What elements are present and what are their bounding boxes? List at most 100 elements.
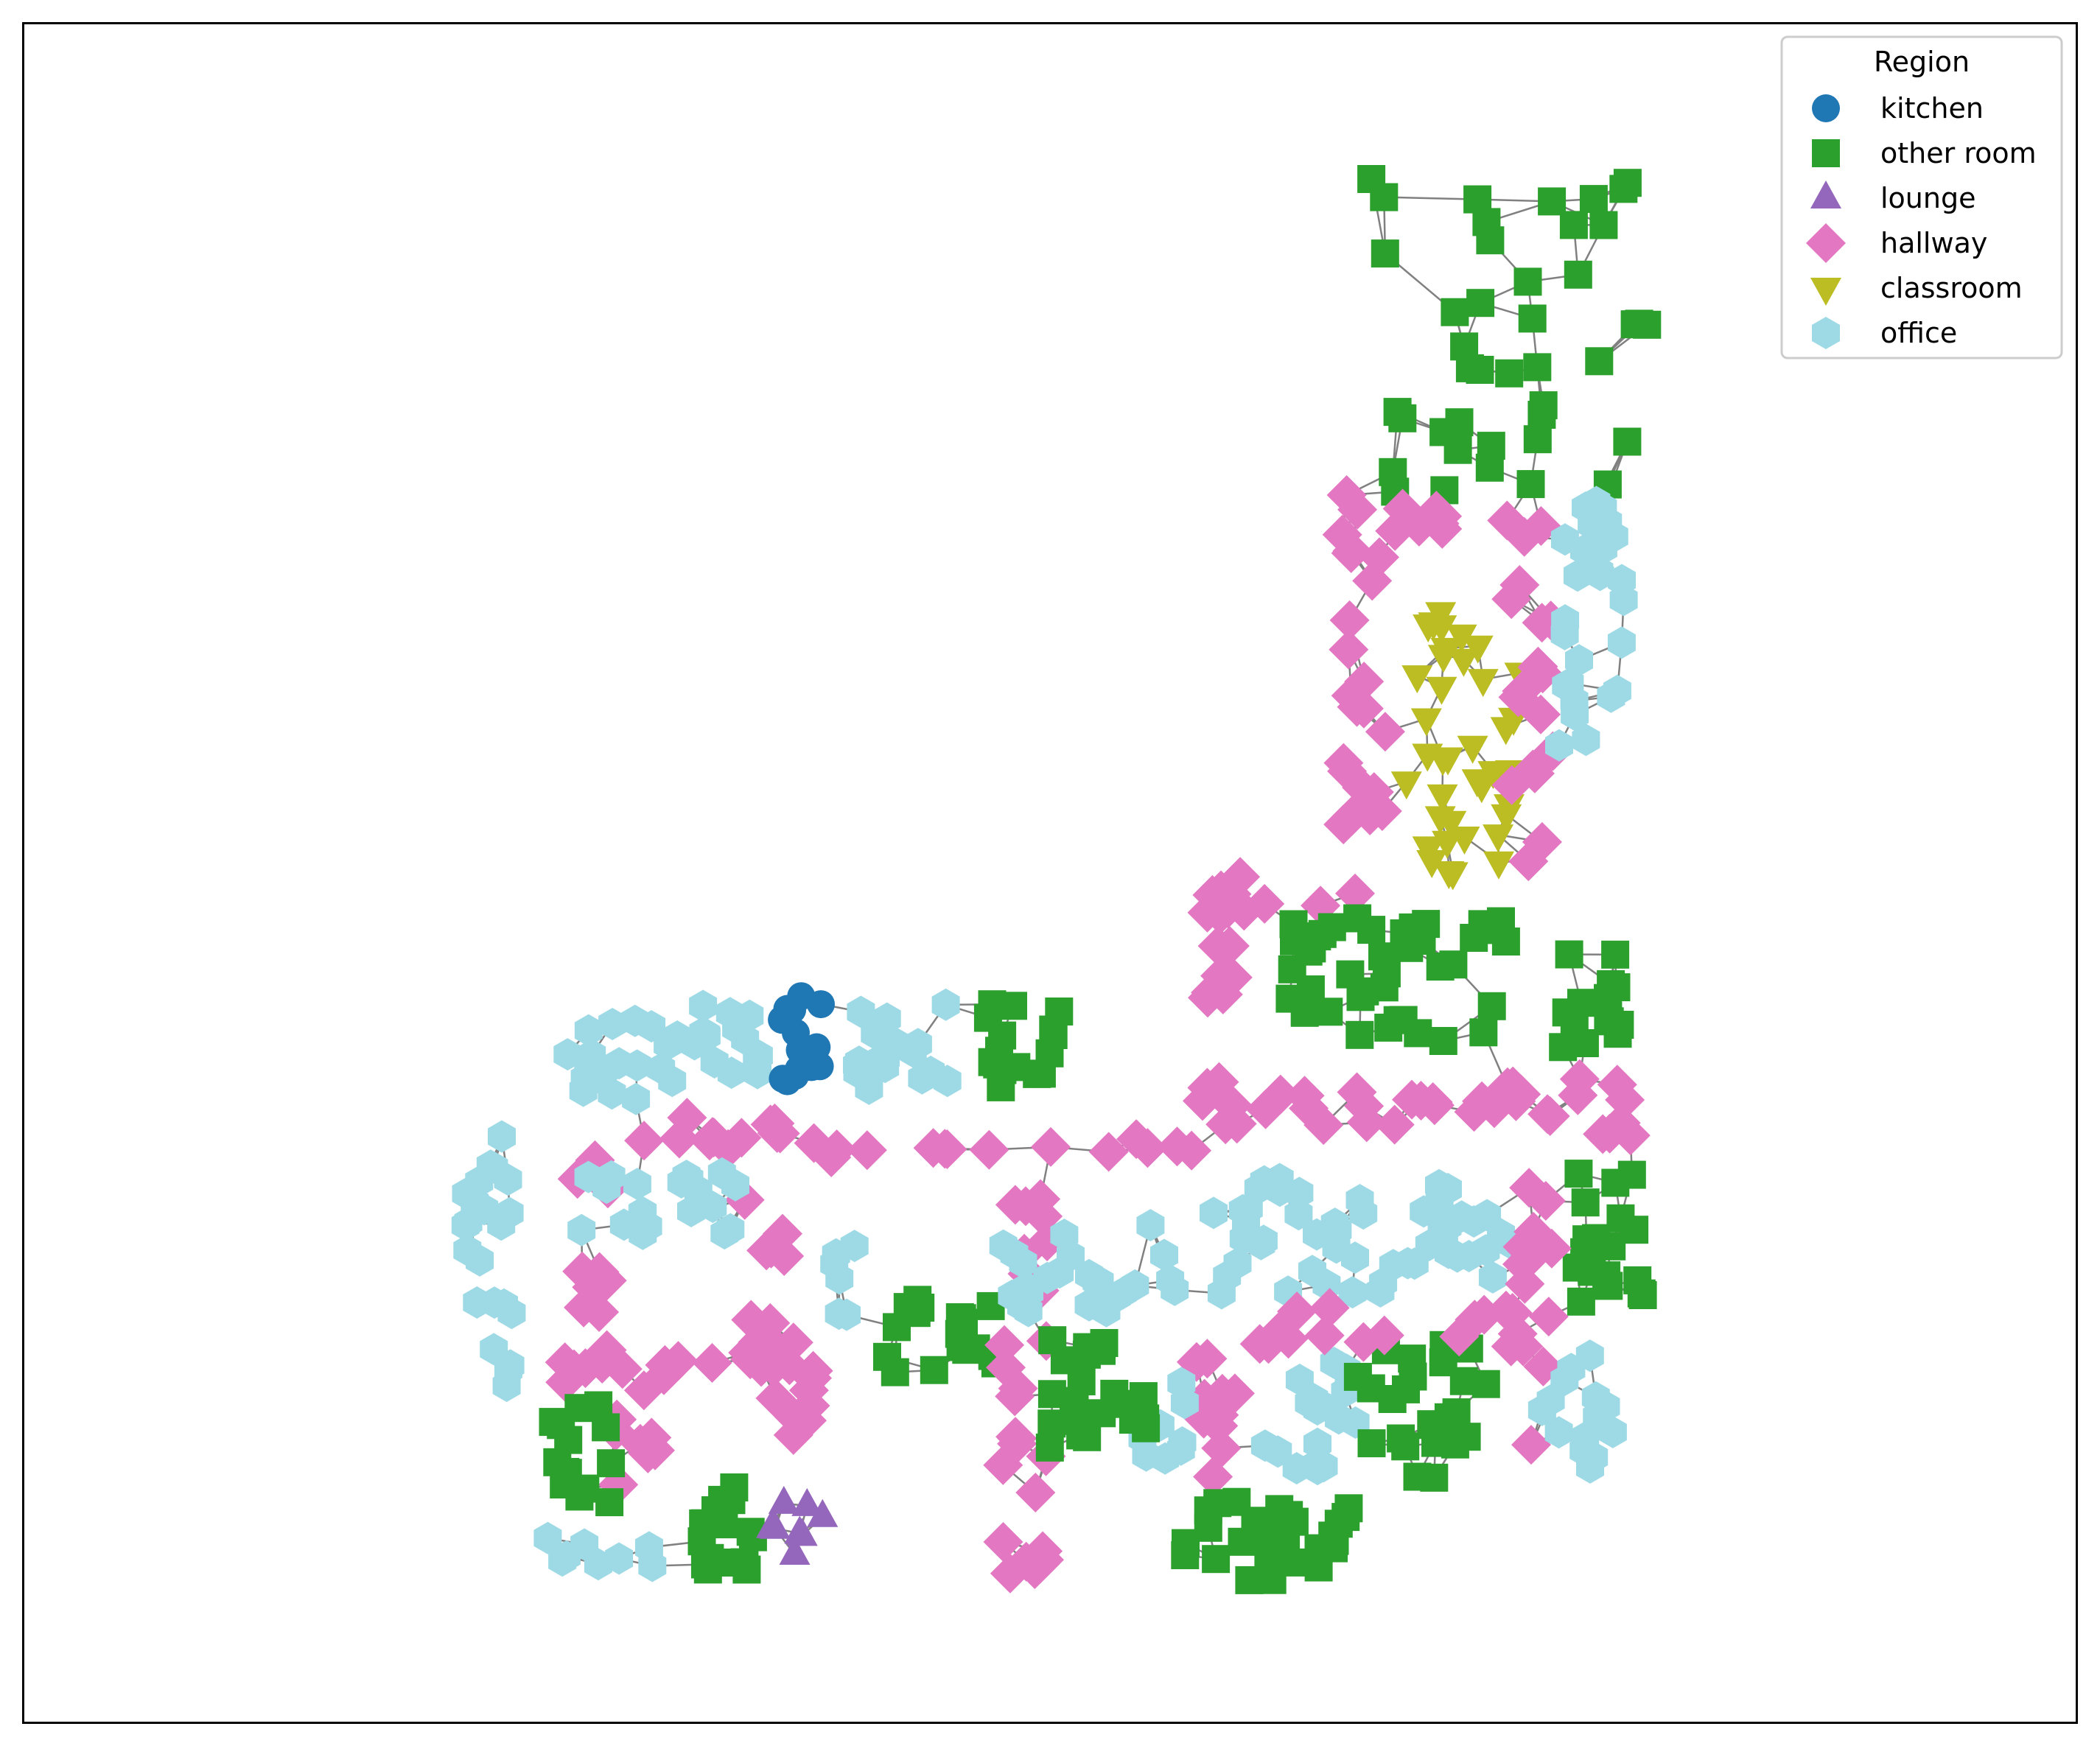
node-hallway	[1329, 600, 1370, 640]
node-other-room	[1308, 919, 1337, 948]
node-other-room	[1388, 404, 1417, 432]
node-other-room	[1487, 907, 1515, 936]
legend-entry-kitchen: kitchen	[1812, 92, 1984, 125]
graph-edge	[1384, 196, 1478, 200]
node-other-room	[1523, 353, 1552, 382]
node-other-room	[1194, 1496, 1222, 1525]
node-other-room	[1357, 1429, 1386, 1458]
node-classroom	[1483, 824, 1514, 853]
legend-entry-lounge: lounge	[1810, 180, 1975, 214]
node-other-room	[1429, 418, 1458, 446]
node-other-room	[1395, 933, 1424, 962]
legend-entry-other-room: other room	[1812, 137, 2037, 169]
node-other-room	[597, 1449, 626, 1478]
node-office	[931, 988, 960, 1021]
node-other-room	[1564, 260, 1592, 289]
plot-frame	[22, 22, 2078, 1724]
node-other-room	[1606, 1011, 1634, 1039]
node-hallway	[969, 1129, 1009, 1170]
node-other-room	[1518, 304, 1547, 333]
node-other-room	[1113, 1389, 1142, 1418]
node-other-room	[1476, 226, 1505, 255]
node-lounge	[784, 1515, 816, 1544]
legend-title: Region	[1874, 46, 1970, 78]
node-other-room	[1552, 998, 1581, 1027]
node-other-room	[1324, 1510, 1353, 1538]
legend-label: office	[1880, 317, 1957, 349]
node-other-room	[1434, 1403, 1463, 1431]
node-other-room	[1035, 1433, 1064, 1462]
legend-box	[1780, 35, 2063, 360]
node-other-room	[1399, 1362, 1427, 1391]
node-other-room	[1513, 267, 1542, 296]
node-other-room	[1606, 1204, 1635, 1233]
node-other-room	[1429, 1027, 1457, 1055]
node-other-room	[1357, 165, 1386, 193]
node-other-room	[1439, 950, 1468, 979]
node-other-room	[1469, 1018, 1498, 1047]
node-other-room	[1441, 298, 1469, 326]
node-hallway	[624, 1121, 665, 1161]
legend-entry-classroom: classroom	[1810, 272, 2023, 306]
node-other-room	[1421, 1428, 1449, 1457]
node-office	[1136, 1209, 1165, 1242]
legend-label: lounge	[1880, 182, 1975, 214]
node-other-room	[1613, 427, 1642, 456]
node-lounge	[768, 1485, 799, 1514]
node-other-room	[1523, 425, 1552, 454]
node-other-room	[1633, 310, 1662, 339]
node-office	[689, 989, 718, 1023]
legend-label: other room	[1880, 137, 2037, 169]
node-other-room	[1495, 359, 1524, 388]
node-other-room	[1549, 1033, 1578, 1062]
node-office	[1200, 1196, 1228, 1230]
node-office	[1607, 626, 1636, 659]
node-kitchen	[781, 1062, 809, 1090]
node-other-room	[1336, 960, 1365, 989]
node-other-room	[691, 1509, 720, 1538]
node-other-room	[550, 1470, 578, 1498]
node-other-room	[1222, 1487, 1251, 1516]
node-hallway	[1528, 1297, 1569, 1337]
node-classroom	[1426, 676, 1457, 705]
node-other-room	[1290, 998, 1319, 1027]
node-other-room	[1579, 185, 1608, 214]
node-other-room	[1460, 924, 1488, 952]
node-hallway	[1530, 1096, 1570, 1136]
node-other-room	[595, 1488, 624, 1517]
node-other-room	[1248, 1518, 1277, 1547]
node-other-room	[1280, 1507, 1309, 1536]
legend: Region kitchen other room lounge hallway cla…	[1780, 35, 2063, 360]
node-other-room	[1602, 973, 1631, 1002]
node-office	[1478, 1261, 1507, 1294]
node-other-room	[1617, 1160, 1646, 1189]
node-hallway	[1015, 1473, 1056, 1512]
node-other-room	[1202, 1545, 1231, 1574]
legend-marker-circle	[1812, 94, 1840, 122]
legend-label: classroom	[1880, 272, 2023, 304]
node-other-room	[987, 1073, 1015, 1101]
node-other-room	[999, 992, 1027, 1020]
node-other-room	[1529, 391, 1558, 420]
node-classroom	[1467, 669, 1499, 698]
node-classroom	[1483, 851, 1514, 880]
node-other-room	[1171, 1541, 1200, 1569]
node-other-room	[1477, 432, 1505, 460]
node-other-room	[715, 1549, 744, 1577]
node-other-room	[1559, 211, 1588, 239]
node-other-room	[1320, 1534, 1348, 1563]
node-other-room	[1039, 1021, 1068, 1049]
node-other-room	[920, 1356, 948, 1384]
node-other-room	[1589, 211, 1618, 239]
node-office	[488, 1120, 516, 1153]
legend-entry-hallway: hallway	[1806, 223, 1987, 263]
legend-label: hallway	[1880, 227, 1987, 259]
legend-marker-square	[1812, 139, 1840, 167]
node-other-room	[1609, 175, 1638, 203]
node-kitchen	[807, 990, 835, 1019]
node-other-room	[1567, 1287, 1595, 1316]
node-other-room	[873, 1342, 901, 1371]
node-other-room	[1345, 1020, 1374, 1049]
node-other-room	[1357, 916, 1386, 944]
